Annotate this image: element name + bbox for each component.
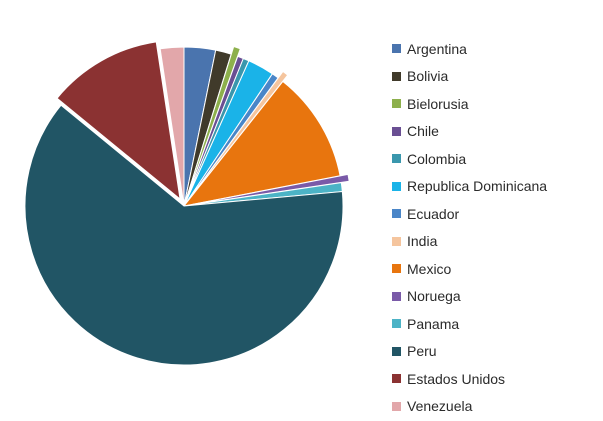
legend-item-republica-dominicana: Republica Dominicana	[392, 173, 547, 201]
legend-item-estados-unidos: Estados Unidos	[392, 365, 547, 393]
legend-label: Noruega	[407, 288, 461, 305]
legend-item-india: India	[392, 228, 547, 256]
legend-label: India	[407, 233, 438, 250]
legend-swatch	[392, 71, 401, 81]
pie-slice-peru	[24, 104, 344, 366]
legend-swatch	[392, 154, 401, 164]
legend-label: Venezuela	[407, 398, 473, 415]
legend-item-mexico: Mexico	[392, 255, 547, 283]
legend-swatch	[392, 319, 401, 329]
pie-slice-noruega	[191, 173, 350, 206]
legend-swatch	[392, 99, 401, 109]
legend-label: Ecuador	[407, 205, 460, 222]
chart-legend: Argentina Bolivia Bielorusia Chile Colombia R…	[392, 35, 547, 420]
legend-label: Republica Dominicana	[407, 178, 548, 195]
legend-swatch	[392, 236, 401, 246]
legend-label: Bolivia	[407, 68, 449, 85]
legend-label: Estados Unidos	[407, 370, 506, 387]
legend-swatch	[392, 181, 401, 191]
legend-item-ecuador: Ecuador	[392, 200, 547, 228]
legend-item-venezuela: Venezuela	[392, 393, 547, 421]
legend-label: Bielorusia	[407, 95, 469, 112]
legend-label: Mexico	[407, 260, 452, 277]
legend-swatch	[392, 209, 401, 219]
legend-item-peru: Peru	[392, 338, 547, 366]
pie-slice-mexico	[182, 80, 341, 207]
legend-label: Chile	[407, 123, 439, 140]
legend-item-bolivia: Bolivia	[392, 63, 547, 91]
legend-label: Panama	[407, 315, 460, 332]
legend-label: Argentina	[407, 40, 467, 57]
legend-item-noruega: Noruega	[392, 283, 547, 311]
legend-swatch	[392, 264, 401, 274]
legend-swatch	[392, 44, 401, 54]
legend-label: Peru	[407, 343, 437, 360]
legend-swatch	[392, 346, 401, 356]
legend-item-argentina: Argentina	[392, 35, 547, 63]
legend-item-panama: Panama	[392, 310, 547, 338]
pie-slice-india	[188, 70, 289, 200]
legend-item-chile: Chile	[392, 118, 547, 146]
pie-slice-venezuela	[159, 46, 185, 207]
pie-slice-estados-unidos	[56, 41, 181, 201]
legend-label: Colombia	[407, 150, 467, 167]
legend-item-colombia: Colombia	[392, 145, 547, 173]
legend-swatch	[392, 126, 401, 136]
legend-item-bielorusia: Bielorusia	[392, 90, 547, 118]
legend-swatch	[392, 374, 401, 384]
legend-swatch	[392, 401, 401, 411]
legend-swatch	[392, 291, 401, 301]
